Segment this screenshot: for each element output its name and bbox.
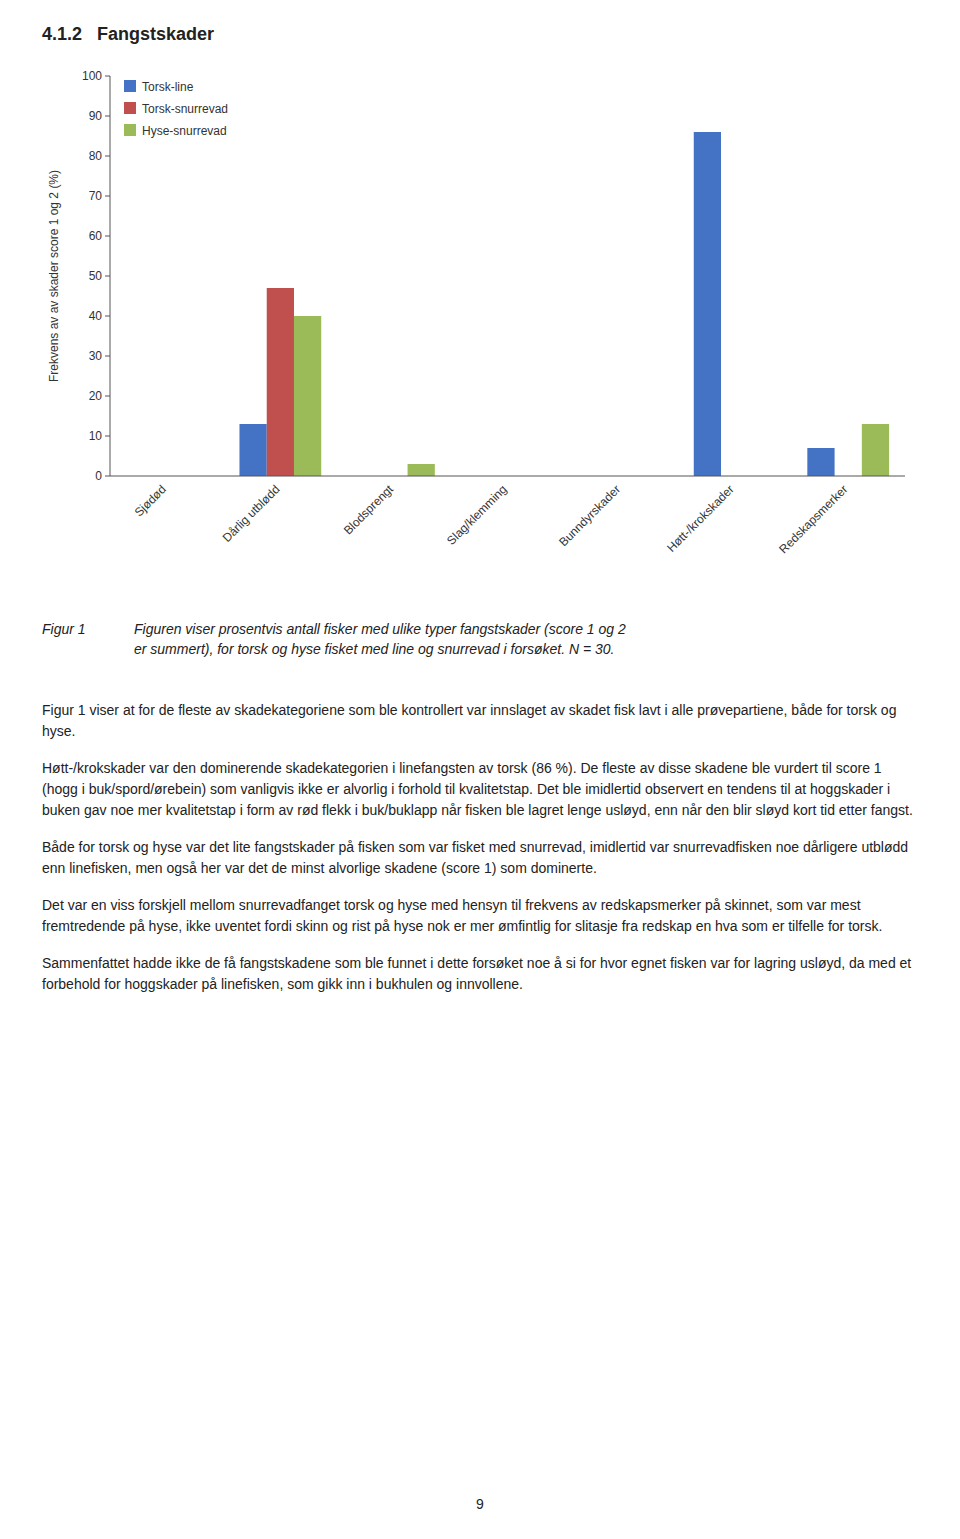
y-tick [105, 436, 110, 437]
legend: Torsk-line Torsk-snurrevad Hyse-snurrevad [124, 80, 228, 138]
y-tick [105, 236, 110, 237]
paragraph: Figur 1 viser at for de fleste av skadek… [42, 700, 918, 742]
y-tick-label: 60 [89, 229, 103, 243]
x-tick-label: Bunndyrskader [556, 482, 623, 549]
x-tick-label: Slag/klemming [444, 482, 510, 548]
y-tick-label: 90 [89, 109, 103, 123]
chart: 0 10 20 30 40 50 60 70 80 90 100 Sjødød Dårlig utblø… [0, 56, 960, 606]
y-tick-label: 30 [89, 349, 103, 363]
y-axis [110, 76, 111, 476]
chart-container: 0 10 20 30 40 50 60 70 80 90 100 Sjødød Dårlig utblø… [0, 56, 960, 610]
paragraph: Det var en viss forskjell mellom snurrev… [42, 895, 918, 937]
bar [239, 424, 266, 476]
x-tick-label: Blodsprengt [341, 482, 397, 538]
legend-swatch [124, 102, 136, 114]
y-axis-label: Frekvens av av skader score 1 og 2 (%) [47, 170, 61, 382]
page-number: 9 [0, 1496, 960, 1512]
figure-caption: Figur 1 Figuren viser prosentvis antall … [42, 620, 918, 659]
y-tick [105, 156, 110, 157]
bar [294, 316, 321, 476]
y-tick [105, 476, 110, 477]
y-tick [105, 276, 110, 277]
legend-swatch [124, 80, 136, 92]
caption-text: Figuren viser prosentvis antall fisker m… [134, 620, 626, 659]
legend-label: Hyse-snurrevad [142, 124, 227, 138]
legend-swatch [124, 124, 136, 136]
legend-label: Torsk-line [142, 80, 194, 94]
y-tick [105, 116, 110, 117]
bar [694, 132, 721, 476]
legend-label: Torsk-snurrevad [142, 102, 228, 116]
section-heading: 4.1.2 Fangstskader [42, 24, 214, 45]
y-tick [105, 316, 110, 317]
y-tick-label: 10 [89, 429, 103, 443]
bar [408, 464, 435, 476]
caption-label: Figur 1 [42, 620, 134, 659]
y-tick-label: 80 [89, 149, 103, 163]
x-tick-label: Redskapsmerker [776, 482, 850, 556]
paragraph: Sammenfattet hadde ikke de få fangstskad… [42, 953, 918, 995]
x-tick-label: Høtt-/krokskader [664, 482, 737, 555]
bar [862, 424, 889, 476]
y-tick [105, 196, 110, 197]
y-tick-label: 70 [89, 189, 103, 203]
y-tick-label: 100 [82, 69, 102, 83]
bar [267, 288, 294, 476]
x-axis [110, 476, 905, 477]
y-tick-label: 20 [89, 389, 103, 403]
bar [807, 448, 834, 476]
paragraph: Både for torsk og hyse var det lite fang… [42, 837, 918, 879]
y-tick-label: 0 [95, 469, 102, 483]
y-tick [105, 396, 110, 397]
bars [239, 132, 889, 476]
x-tick-label: Sjødød [132, 482, 169, 519]
x-tick-label: Dårlig utblødd [220, 482, 283, 545]
y-tick-label: 50 [89, 269, 103, 283]
y-tick [105, 76, 110, 77]
y-tick-label: 40 [89, 309, 103, 323]
y-tick [105, 356, 110, 357]
paragraph: Høtt-/krokskader var den dominerende ska… [42, 758, 918, 821]
body-text: Figur 1 viser at for de fleste av skadek… [42, 700, 918, 1011]
